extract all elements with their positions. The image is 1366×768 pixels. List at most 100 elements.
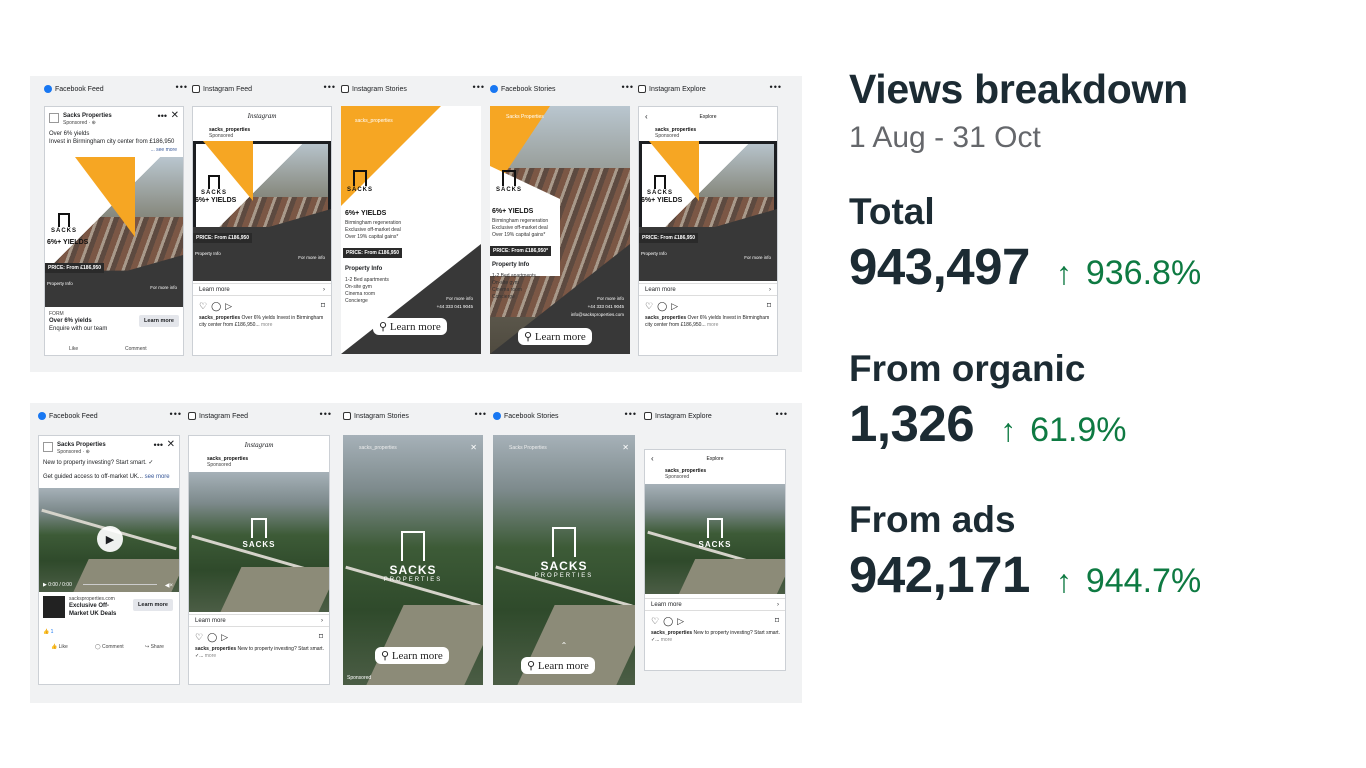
total-row: 943,497 ↑ 936.8% <box>849 237 1319 296</box>
reaction-count: 👍 1 <box>43 629 54 635</box>
bookmark-icon[interactable]: ⌑ <box>318 632 323 641</box>
close-icon[interactable]: ✕ <box>170 110 179 121</box>
link-title: Exclusive Off-Market UK Deals <box>69 603 117 617</box>
chevron-right-icon: › <box>323 287 325 293</box>
page-name[interactable]: Sacks Properties <box>63 113 112 119</box>
more-options-icon[interactable]: ••• <box>769 82 782 92</box>
page-avatar <box>49 113 59 123</box>
learn-more-pill[interactable]: ⚲ Learn more <box>375 647 449 664</box>
more-options-icon[interactable]: ••• <box>624 409 637 419</box>
more-options-icon[interactable]: ••• <box>319 409 332 419</box>
mute-icon[interactable]: ◀× <box>164 583 173 589</box>
learn-more-pill[interactable]: ⚲ Learn more <box>518 328 592 345</box>
ig-caption: sacks_properties New to property investi… <box>651 630 780 643</box>
price-banner: PRICE: From £186,950 <box>45 263 105 273</box>
sponsored-label: Sponsored · ⊕ <box>63 120 96 126</box>
page-avatar <box>43 442 53 452</box>
ad-video[interactable]: SACKS <box>645 484 785 594</box>
ad-video[interactable]: SACKS <box>189 472 329 612</box>
comment-button[interactable]: ◯ Comment <box>95 644 124 650</box>
fb-story-ad-card: Sacks Properties SACKS 6%+ YIELDS Birmin… <box>490 106 630 354</box>
sacks-logo: SACKS <box>189 518 329 549</box>
ad-creative: SACKS 6%+ YIELDS PRICE: From £186,950 Pr… <box>45 157 183 307</box>
ad-creative: Sacks Properties SACKS 6%+ YIELDS Birmin… <box>490 106 630 354</box>
placement-label: Instagram Feed <box>203 85 253 93</box>
panel-title: Views breakdown <box>849 66 1188 112</box>
ads-label: From ads <box>849 499 1016 540</box>
yield-title: 6%+ YIELDS <box>47 239 89 246</box>
play-icon[interactable]: ▶ <box>97 526 123 552</box>
learn-more-bar[interactable]: Learn more › <box>189 614 329 627</box>
ads-value: 942,171 <box>849 546 1030 603</box>
instagram-icon <box>343 412 351 420</box>
organic-value: 1,326 <box>849 395 975 452</box>
more-options-icon[interactable]: ••• <box>472 82 485 92</box>
more-options-icon[interactable]: ••• <box>775 409 788 419</box>
placement-label: Instagram Stories <box>352 85 407 93</box>
fb-feed-ad-card: Sacks Properties Sponsored · ⊕ ••• ✕ Ove… <box>44 106 184 356</box>
instagram-icon <box>638 85 646 93</box>
learn-more-bar[interactable]: Learn more › <box>645 598 785 611</box>
total-value: 943,497 <box>849 238 1030 295</box>
ig-story-ad-card: sacks_properties SACKS 6%+ YIELDS Birmin… <box>341 106 481 354</box>
like-button[interactable]: 👍 Like <box>51 644 68 650</box>
ad-video[interactable]: ▶ ▶ 0:00 / 0:00 ◀× <box>39 488 179 592</box>
bookmark-icon[interactable]: ⌑ <box>766 301 771 310</box>
bookmark-icon[interactable]: ⌑ <box>320 301 325 310</box>
like-button[interactable]: Like <box>69 346 79 352</box>
learn-more-button[interactable]: Learn more <box>133 599 173 611</box>
ig-action-icons[interactable]: ♡◯▷ <box>651 616 689 626</box>
date-range: 1 Aug - 31 Oct <box>849 121 1041 154</box>
close-icon[interactable]: ✕ <box>166 439 175 450</box>
video-time: 0:00 / 0:00 <box>48 582 72 588</box>
explore-title: Explore <box>699 114 717 120</box>
placement-label: Instagram Stories <box>354 412 409 420</box>
more-icon[interactable]: ••• <box>157 111 167 121</box>
ig-action-icons[interactable]: ♡◯▷ <box>199 301 237 311</box>
back-icon[interactable]: ‹ <box>645 112 648 121</box>
placement-label: Instagram Explore <box>655 412 712 420</box>
fb-story-video-card: Sacks Properties ✕ SACKS PROPERTIES ⌃ ⚲ L… <box>493 435 635 685</box>
learn-more-button[interactable]: Learn more <box>139 315 179 327</box>
arrow-up-icon: ↑ <box>1055 255 1072 291</box>
learn-more-pill[interactable]: ⚲ Learn more <box>521 657 595 674</box>
link-thumbnail <box>43 596 65 618</box>
total-label: Total <box>849 191 935 232</box>
ig-explore-video-card: ‹ Explore sacks_properties Sponsored SAC… <box>644 449 786 671</box>
placement-label: Facebook Feed <box>49 412 98 420</box>
arrow-up-icon: ↑ <box>1000 412 1017 448</box>
organic-row: 1,326 ↑ 61.9% <box>849 394 1319 453</box>
learn-more-pill[interactable]: ⚲ Learn more <box>373 318 447 335</box>
more-options-icon[interactable]: ••• <box>621 82 634 92</box>
link-domain: sacksproperties.com <box>69 596 115 602</box>
ads-row: 942,171 ↑ 944.7% <box>849 545 1319 604</box>
see-more-link[interactable]: ... see more <box>150 147 177 153</box>
more-options-icon[interactable]: ••• <box>175 82 188 92</box>
ig-account-name[interactable]: sacks_properties <box>209 127 251 133</box>
ad-headline: Over 6% yields <box>49 131 90 137</box>
ig-action-icons[interactable]: ♡◯▷ <box>645 301 683 311</box>
ig-action-icons[interactable]: ♡◯▷ <box>195 632 233 642</box>
close-icon[interactable]: ✕ <box>622 443 629 452</box>
ad-creative: sacks_properties SACKS 6%+ YIELDS Birmin… <box>341 106 481 354</box>
learn-more-bar[interactable]: Learn more › <box>639 283 777 296</box>
ad-creative: SACKS 6%+ YIELDS PRICE: From £186,950 Pr… <box>639 141 777 281</box>
ig-feed-video-card: Instagram sacks_properties Sponsored SAC… <box>188 435 330 685</box>
facebook-icon <box>38 412 46 420</box>
ig-feed-ad-card: Instagram sacks_properties Sponsored SAC… <box>192 106 332 356</box>
ad-video[interactable]: Sacks Properties ✕ SACKS PROPERTIES ⌃ <box>493 435 635 685</box>
fb-feed-video-card: Sacks Properties Sponsored · ⊕ ••• ✕ New… <box>38 435 180 685</box>
share-button[interactable]: ↪ Share <box>145 644 164 650</box>
bookmark-icon[interactable]: ⌑ <box>774 616 779 625</box>
more-options-icon[interactable]: ••• <box>474 409 487 419</box>
more-options-icon[interactable]: ••• <box>323 82 336 92</box>
more-options-icon[interactable]: ••• <box>169 409 182 419</box>
comment-button[interactable]: Comment <box>125 346 147 352</box>
back-icon[interactable]: ‹ <box>651 454 654 463</box>
ig-explore-ad-card: ‹ Explore sacks_properties Sponsored SAC… <box>638 106 778 356</box>
close-icon[interactable]: ✕ <box>470 443 477 452</box>
ad-video[interactable]: sacks_properties ✕ SACKS PROPERTIES Spons… <box>343 435 483 685</box>
learn-more-bar[interactable]: Learn more › <box>193 283 331 296</box>
more-icon[interactable]: ••• <box>153 440 163 450</box>
video-progress[interactable] <box>83 584 157 585</box>
